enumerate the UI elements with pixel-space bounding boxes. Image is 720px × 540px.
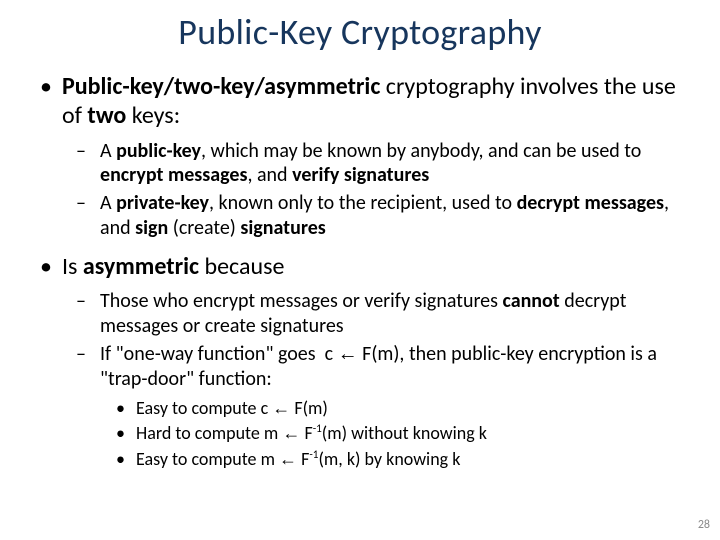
bullet-1-sub-2: A private-key, known only to the recipie… [100,191,692,240]
arrow-icon: ← [338,343,358,365]
bullet-2: Is asymmetric because Those who encrypt … [62,252,692,471]
trapdoor-3: Easy to compute m ← F-1(m, k) by knowing… [136,448,692,471]
arrow-icon: ← [272,398,290,418]
trapdoor-2: Hard to compute m ← F-1(m) without knowi… [136,422,692,445]
bullet-1: Public-key/two-key/asymmetric cryptograp… [62,72,692,240]
bullet-2-sub-1: Those who encrypt messages or verify sig… [100,289,692,338]
bullet-1-bold-2: two [87,101,126,130]
bullet-2-sub-2: If "one-way function" goes c ← F(m), the… [100,342,692,471]
bullet-1-sub-1: A public-key, which may be known by anyb… [100,139,692,188]
bullet-2-sub-2-list: Easy to compute c ← F(m) Hard to compute… [100,397,692,471]
arrow-icon: ← [279,449,297,469]
page-number: 28 [698,518,710,532]
bullet-1-bold-1: Public-key/two-key/asymmetric [62,72,380,101]
slide: Public-Key Cryptography Public-key/two-k… [0,0,720,540]
bullet-list-level1: Public-key/two-key/asymmetric cryptograp… [28,72,692,471]
arrow-icon: ← [282,423,300,443]
trapdoor-1: Easy to compute c ← F(m) [136,397,692,420]
bullet-1-sublist: A public-key, which may be known by anyb… [62,139,692,241]
bullet-2-sublist: Those who encrypt messages or verify sig… [62,289,692,471]
bullet-1-text-2: keys: [126,101,180,130]
bullet-2-sub-2-text: If "one-way function" goes c ← F(m), the… [100,342,657,390]
slide-title: Public-Key Cryptography [28,10,692,54]
